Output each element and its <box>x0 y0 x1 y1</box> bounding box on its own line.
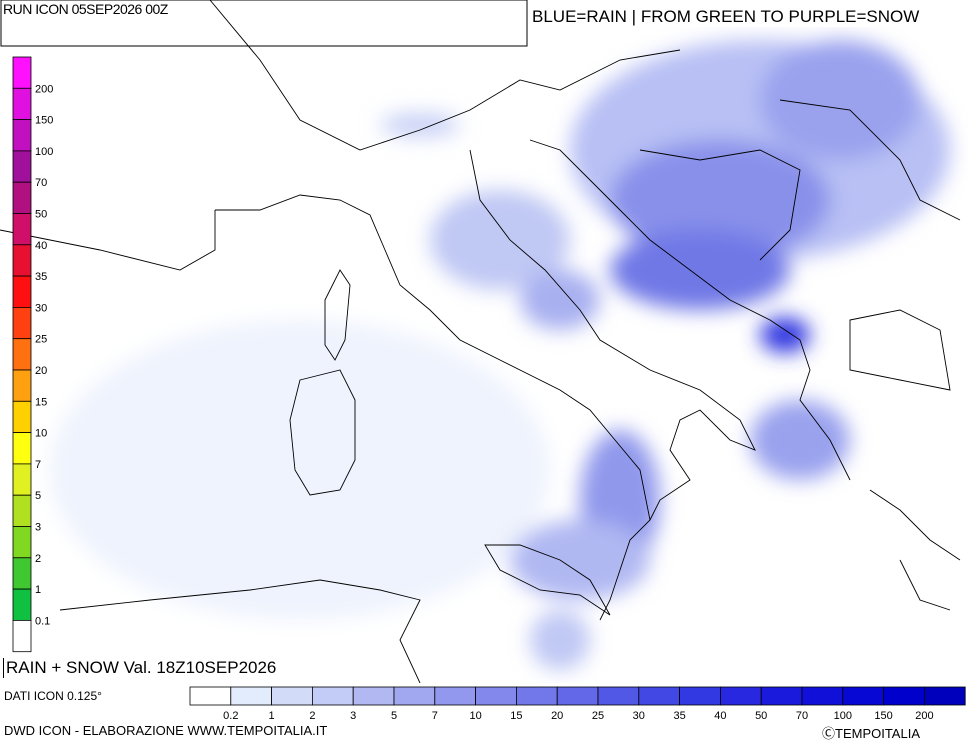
scale-label: 30 <box>35 302 47 314</box>
scale-label: 7 <box>35 459 41 471</box>
snow-scale: 200 150 100 70 50 40 35 30 25 20 15 10 7 5 3 2 1 0.1 <box>12 56 53 653</box>
scale-box <box>12 306 32 340</box>
data-source: DATI ICON 0.125° <box>4 689 102 703</box>
scale-label: 40 <box>714 710 726 722</box>
scale-box <box>12 432 32 465</box>
scale-box <box>12 150 32 183</box>
scale-label: 40 <box>35 240 47 252</box>
map-caption: RAIN + SNOW Val. 18Z10SEP2026 <box>3 658 276 678</box>
scale-label: 2 <box>309 710 315 722</box>
scale-label: 10 <box>35 428 47 440</box>
scale-box <box>883 686 925 706</box>
scale-box <box>12 87 32 120</box>
scale-box <box>801 686 844 706</box>
scale-label: 200 <box>35 83 53 95</box>
scale-label: 100 <box>35 146 53 158</box>
scale-label: 150 <box>874 710 892 722</box>
scale-box <box>434 686 477 706</box>
scale-label: 50 <box>35 209 47 221</box>
map <box>0 0 961 683</box>
scale-label: 7 <box>432 710 438 722</box>
scale-label: 15 <box>510 710 522 722</box>
scale-label: 3 <box>35 522 41 534</box>
scale-label: 25 <box>35 334 47 346</box>
coastlines <box>0 0 961 683</box>
scale-box <box>760 686 803 706</box>
scale-label: 35 <box>35 271 47 283</box>
scale-box <box>638 686 680 706</box>
scale-box <box>12 119 32 152</box>
scale-box <box>12 213 32 246</box>
scale-label: 5 <box>391 710 397 722</box>
scale-box <box>679 686 721 706</box>
scale-box <box>12 338 32 371</box>
scale-label: 2 <box>35 553 41 565</box>
scale-label: 35 <box>673 710 685 722</box>
scale-label: 10 <box>469 710 481 722</box>
scale-box <box>352 686 395 706</box>
scale-label: 25 <box>592 710 604 722</box>
copyright: ⒸTEMPOITALIA <box>822 726 920 741</box>
scale-label: 3 <box>350 710 356 722</box>
scale-box <box>12 620 32 653</box>
scale-box <box>271 686 313 706</box>
scale-label: 0.2 <box>223 710 238 722</box>
scale-box <box>515 686 558 706</box>
scale-box <box>720 686 762 706</box>
scale-box <box>12 275 32 308</box>
scale-label: 15 <box>35 396 47 408</box>
scale-label: 30 <box>633 710 645 722</box>
rain-scale: 0.2 1 2 3 5 7 10 15 20 25 30 35 40 50 70 100 150 200 <box>189 686 966 722</box>
scale-box <box>12 181 32 214</box>
scale-box <box>597 686 640 706</box>
scale-label: 5 <box>35 490 41 502</box>
scale-box <box>12 557 32 590</box>
scale-label: 20 <box>35 365 47 377</box>
scale-box <box>230 686 272 706</box>
legend-title: BLUE=RAIN | FROM GREEN TO PURPLE=SNOW <box>532 7 968 27</box>
scale-box <box>842 686 884 706</box>
scale-label: 200 <box>915 710 933 722</box>
credit: DWD ICON - ELABORAZIONE WWW.TEMPOITALIA.… <box>4 723 328 738</box>
scale-box <box>189 686 232 706</box>
scale-box <box>12 588 32 621</box>
scale-label: 0.1 <box>35 615 50 627</box>
scale-label: 150 <box>35 115 53 127</box>
scale-box <box>12 244 32 277</box>
scale-label: 70 <box>796 710 808 722</box>
scale-box <box>924 686 966 706</box>
scale-box <box>475 686 517 706</box>
scale-label: 1 <box>269 710 275 722</box>
scale-box <box>393 686 436 706</box>
scale-box <box>12 400 32 433</box>
scale-label: 50 <box>755 710 767 722</box>
scale-label: 1 <box>35 584 41 596</box>
scale-box <box>312 686 354 706</box>
scale-label: 70 <box>35 177 47 189</box>
scale-box <box>12 463 32 496</box>
scale-label: 100 <box>834 710 852 722</box>
scale-box <box>556 686 599 706</box>
scale-box <box>12 526 32 559</box>
precipitation <box>50 40 950 670</box>
scale-label: 20 <box>551 710 563 722</box>
scale-box <box>12 369 32 402</box>
scale-box <box>12 56 32 89</box>
scale-box <box>12 494 32 527</box>
header-frame <box>0 0 528 47</box>
run-label: RUN ICON 05SEP2026 00Z <box>3 1 168 17</box>
